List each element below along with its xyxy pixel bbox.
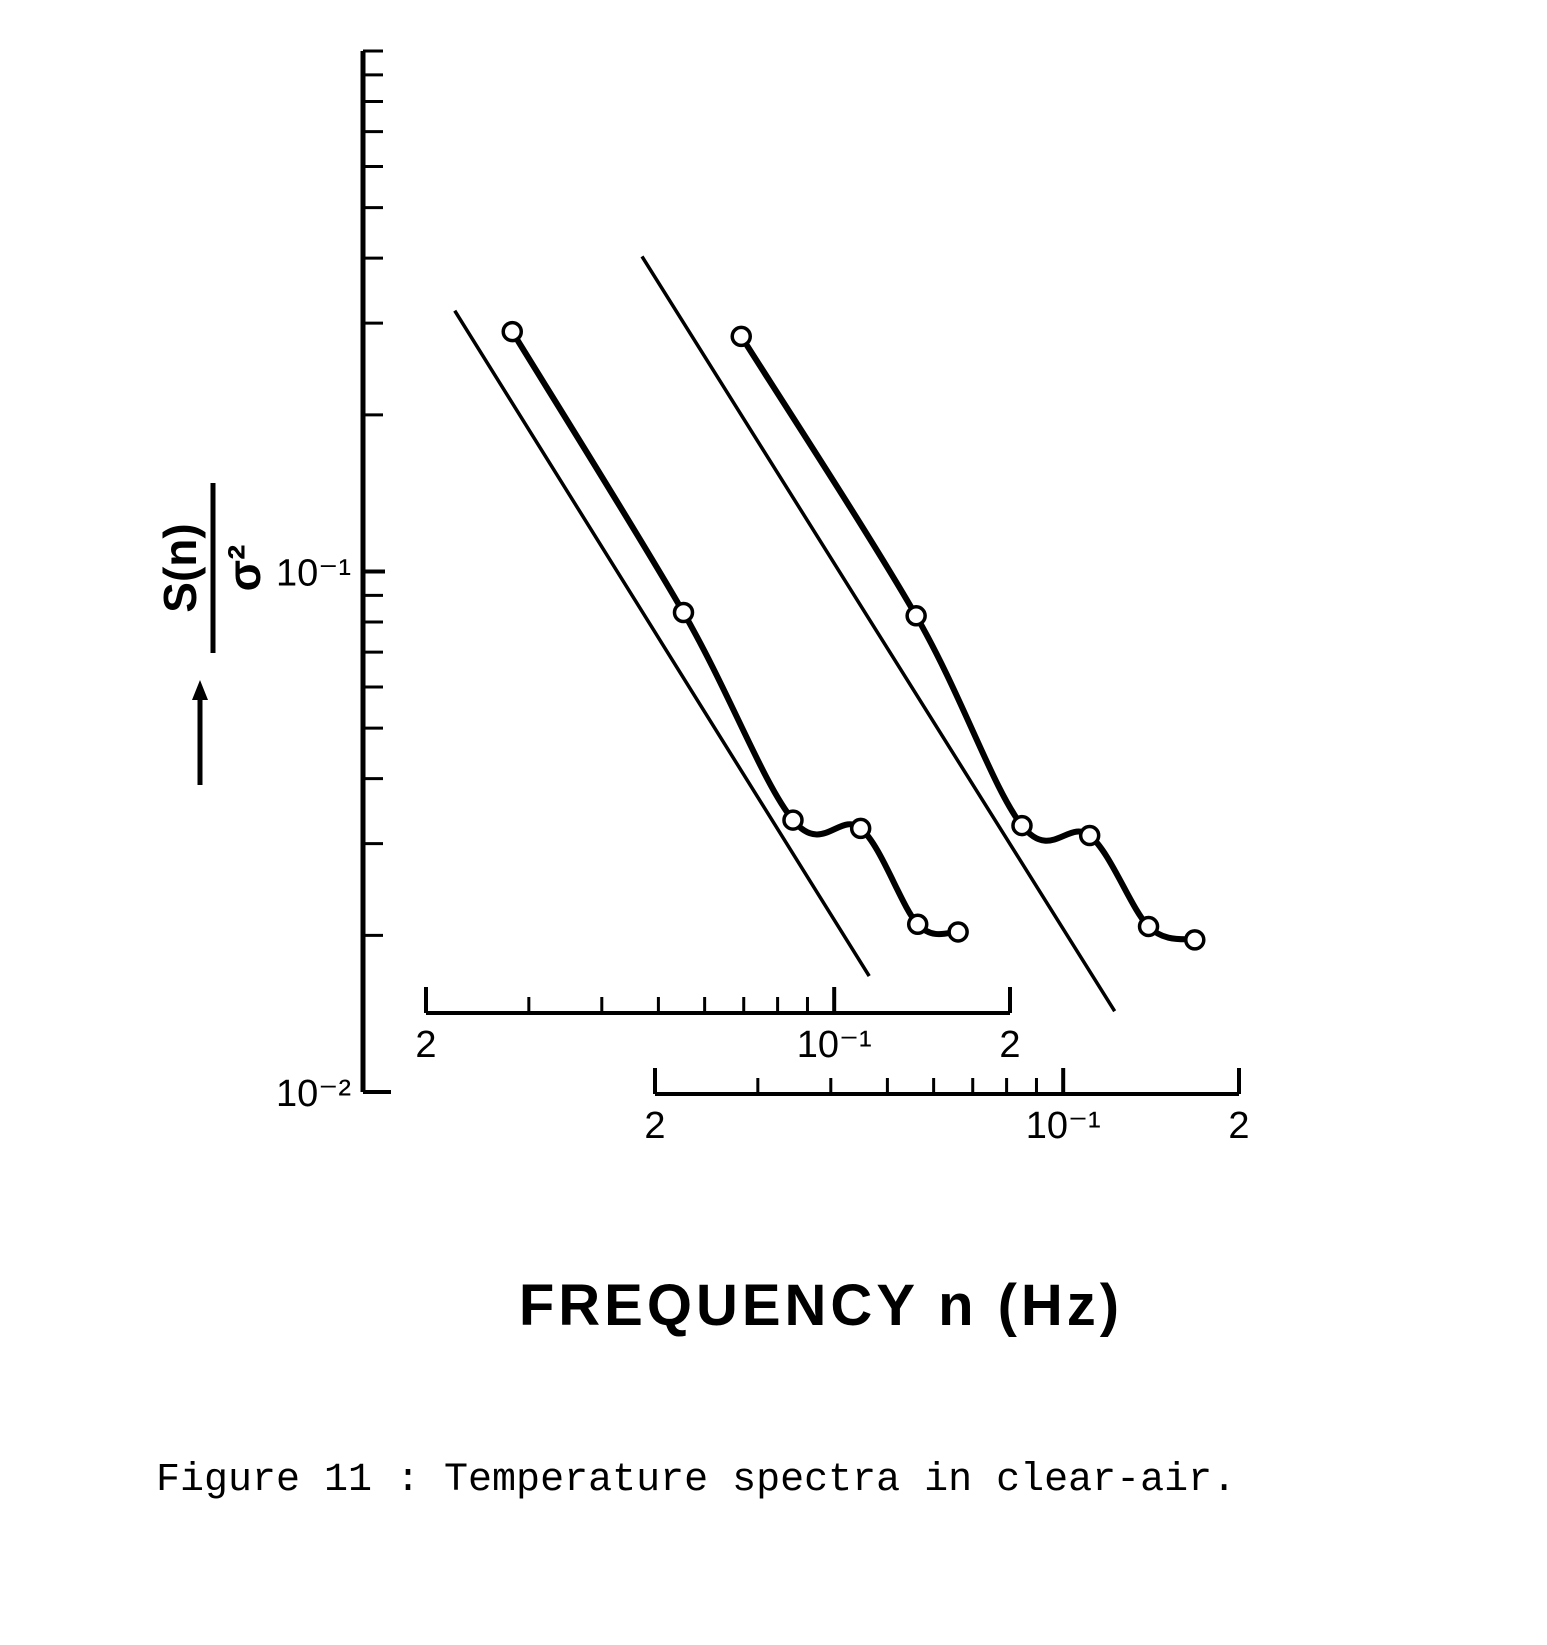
- data-point: [905, 605, 927, 627]
- data-point: [849, 817, 872, 840]
- x-tick-label: 10⁻¹: [797, 1024, 872, 1066]
- data-point: [730, 325, 752, 348]
- y-tick-label: 10⁻¹: [276, 553, 351, 595]
- y-arrow: [192, 680, 208, 785]
- data-point: [782, 809, 804, 831]
- data-point: [906, 913, 929, 936]
- spectrum-line: [738, 334, 1196, 943]
- data-point: [1078, 824, 1101, 847]
- y-label-numerator: S(n): [154, 523, 206, 612]
- data-point: [1137, 915, 1160, 938]
- x-axis-label: FREQUENCY n (Hz): [519, 1273, 1123, 1338]
- data-point: [672, 601, 695, 624]
- reference-line: [640, 255, 1117, 1013]
- spectrum-line: [509, 330, 959, 938]
- data-point: [501, 320, 523, 343]
- x-tick-label: 2: [644, 1105, 665, 1147]
- y-axis-label: S(n) σ²: [154, 483, 270, 653]
- y-label-denominator: σ²: [218, 545, 270, 592]
- y-tick-label: 10⁻²: [276, 1073, 351, 1115]
- caption: Figure 11 : Temperature spectra in clear…: [156, 1458, 1236, 1503]
- reference-line: [453, 309, 871, 978]
- x-tick-label: 2: [1228, 1105, 1249, 1147]
- data-point: [1184, 929, 1206, 951]
- x-tick-label: 2: [999, 1024, 1020, 1066]
- x-tick-label: 10⁻¹: [1026, 1105, 1101, 1147]
- data-point: [947, 921, 969, 943]
- data-point: [1011, 814, 1033, 837]
- x-tick-label: 2: [415, 1024, 436, 1066]
